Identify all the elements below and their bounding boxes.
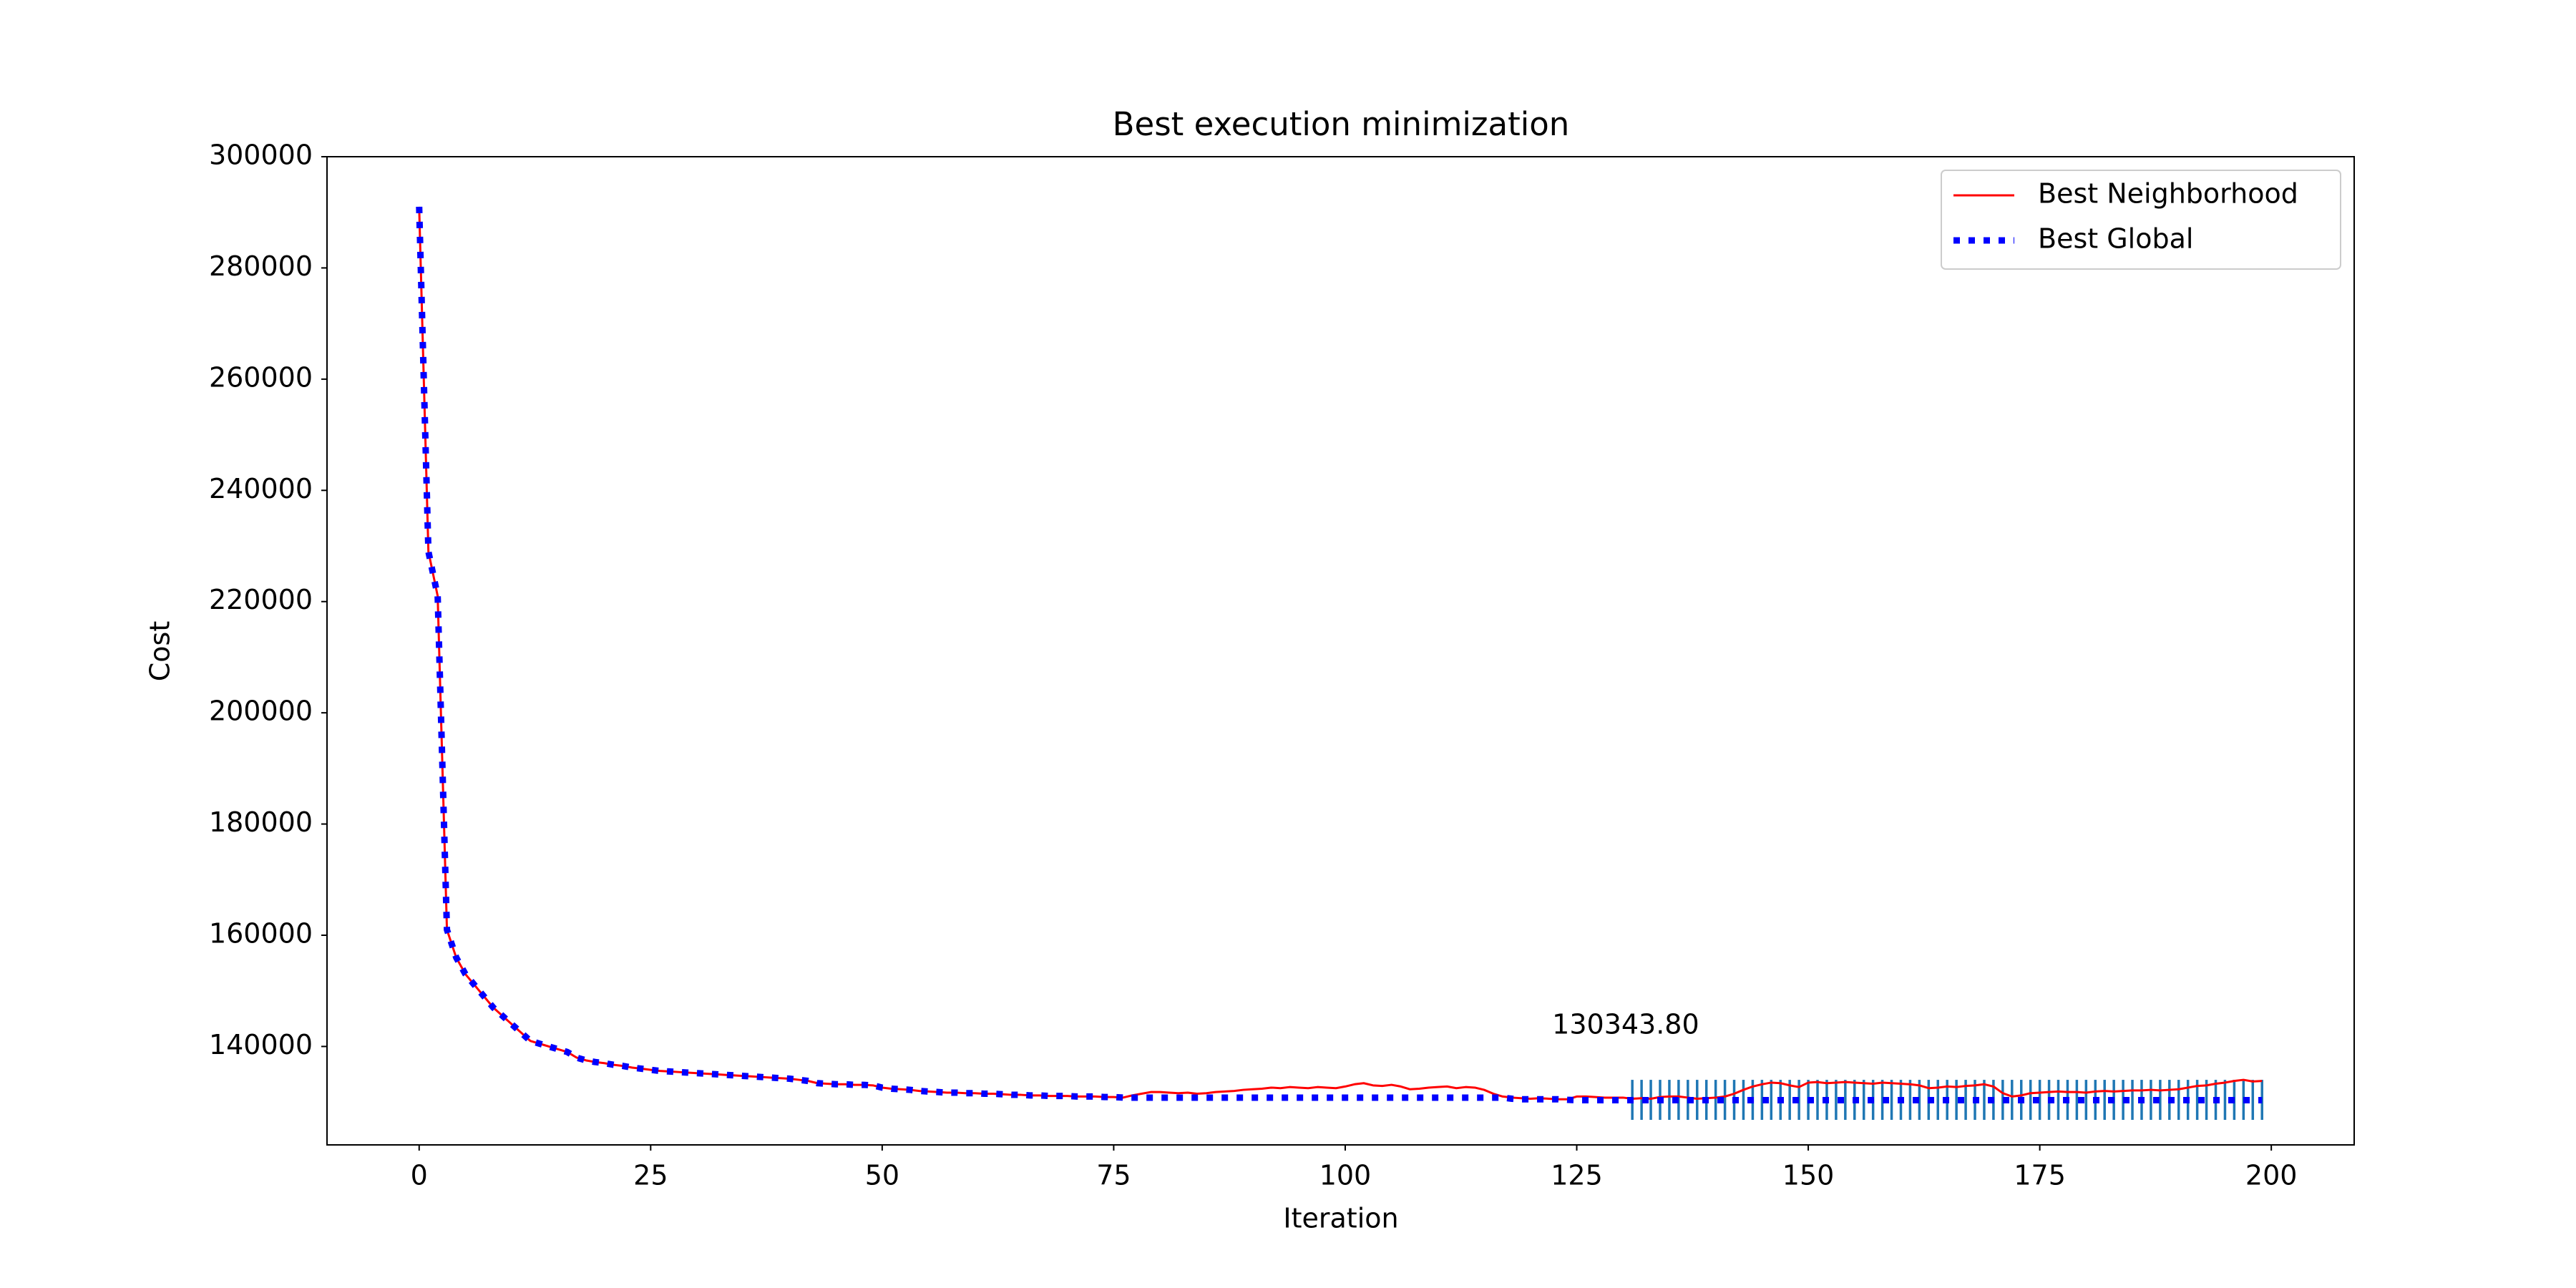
series-line: [418, 206, 2263, 1101]
annotation: 130343.80: [1552, 1009, 1699, 1040]
legend-box: [1941, 170, 2341, 270]
plot-area: [416, 206, 2263, 1121]
y-tick-label: 160000: [209, 918, 313, 950]
y-tick-label: 280000: [209, 250, 313, 282]
x-axis-label: Iteration: [1283, 1203, 1398, 1234]
x-tick-label: 125: [1551, 1160, 1603, 1191]
x-tick-label: 75: [1096, 1160, 1131, 1191]
y-tick-label: 140000: [209, 1029, 313, 1060]
y-tick-label: 180000: [209, 806, 313, 838]
x-tick-label: 100: [1319, 1160, 1372, 1191]
x-tick-label: 175: [2014, 1160, 2066, 1191]
y-tick-label: 200000: [209, 696, 313, 727]
x-tick-label: 200: [2245, 1160, 2298, 1191]
plot-frame: [326, 156, 2355, 1146]
y-axis-label: Cost: [145, 621, 176, 681]
y-tick-label: 240000: [209, 473, 313, 504]
chart-title: Best execution minimization: [1113, 105, 1570, 143]
legend-label: Best Global: [2038, 223, 2193, 255]
legend-label: Best Neighborhood: [2038, 178, 2298, 210]
y-tick-label: 300000: [209, 140, 313, 171]
y-tick-label: 220000: [209, 584, 313, 615]
y-tick-label: 260000: [209, 361, 313, 393]
x-tick-label: 25: [633, 1160, 668, 1191]
x-tick-label: 50: [865, 1160, 899, 1191]
x-tick-label: 150: [1782, 1160, 1835, 1191]
x-tick-label: 0: [411, 1160, 428, 1191]
